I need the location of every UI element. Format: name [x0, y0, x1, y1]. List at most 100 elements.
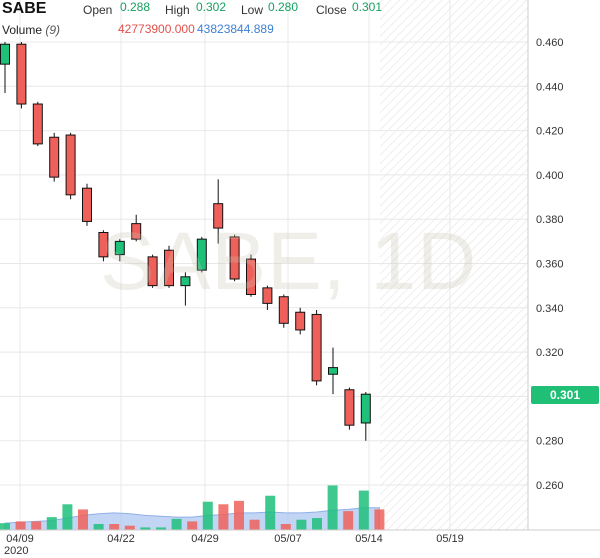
- volume-bar: [374, 509, 385, 530]
- candle: [246, 254, 256, 297]
- candle: [16, 42, 27, 109]
- candle-body: [295, 311, 306, 331]
- high-label: High: [165, 3, 190, 17]
- candle: [295, 307, 306, 335]
- candle: [328, 347, 338, 395]
- price-tick-label: 0.260: [536, 480, 564, 492]
- volume-label: Volume: [2, 23, 43, 37]
- candle-body: [196, 238, 207, 271]
- last-price-tag: 0.301: [531, 386, 599, 404]
- price-tick-label: 0.420: [536, 126, 564, 138]
- volume-bar: [327, 485, 338, 530]
- volume-bar: [296, 519, 307, 530]
- price-tick-label: 0.400: [536, 170, 564, 182]
- candle: [49, 132, 60, 182]
- time-tick-label: 04/09: [6, 533, 34, 545]
- price-tick-label: 0.280: [536, 436, 564, 448]
- price-tick-label: 0.380: [536, 214, 564, 226]
- candle: [98, 230, 109, 262]
- candle-body: [147, 256, 158, 287]
- candle: [344, 387, 355, 430]
- volume-legend: Volume (9): [2, 23, 60, 37]
- candle-body: [49, 136, 60, 178]
- candle-body: [114, 240, 125, 256]
- time-tick-label: 04/29: [191, 533, 219, 545]
- time-tick-label: 04/22: [107, 533, 135, 545]
- candle-body: [0, 43, 10, 65]
- volume-bar: [265, 495, 276, 530]
- candle: [196, 236, 207, 273]
- time-tick-label: 05/14: [355, 533, 383, 545]
- volume-bar: [78, 509, 88, 530]
- volume-bar: [171, 518, 182, 530]
- close-value: 0.301: [352, 0, 383, 14]
- candle: [278, 294, 289, 328]
- candle: [147, 254, 158, 288]
- candle: [164, 245, 174, 288]
- volume-bar: [0, 523, 10, 530]
- candle-body: [16, 43, 27, 105]
- candle-body: [65, 134, 76, 196]
- volume-bar: [234, 500, 244, 530]
- volume-bar: [31, 521, 42, 530]
- price-tick-label: 0.460: [536, 37, 564, 49]
- candle-body: [344, 389, 355, 426]
- volume-bar: [280, 524, 291, 530]
- candle: [82, 183, 92, 226]
- time-year-label: 2020: [4, 545, 28, 557]
- price-tick-label: 0.320: [536, 347, 564, 359]
- candle-body: [82, 187, 92, 222]
- candle-body: [278, 296, 289, 324]
- price-axis: 0.460 0.440 0.420 0.400 0.380 0.360 0.340 0.320…: [527, 0, 564, 530]
- symbol-title: SABE: [2, 0, 47, 17]
- low-value: 0.280: [268, 0, 299, 14]
- candle: [131, 214, 142, 242]
- volume-period: (9): [45, 23, 61, 37]
- time-tick-label: 05/19: [436, 533, 464, 545]
- candles: [0, 42, 371, 441]
- candle: [65, 132, 76, 200]
- price-tick-label: 0.440: [536, 81, 564, 93]
- volume-bar: [343, 511, 354, 530]
- candle: [229, 234, 240, 282]
- candle-body: [131, 223, 142, 240]
- volume-bar: [218, 504, 229, 530]
- candle: [114, 239, 125, 262]
- price-tick-label: 0.360: [536, 259, 564, 271]
- volume-bar: [312, 518, 322, 530]
- time-axis: 04/09 04/22 04/29 05/07 05/14 05/19 2020: [0, 529, 600, 557]
- candle-body: [229, 236, 240, 280]
- candle-body: [213, 203, 224, 229]
- candle: [360, 391, 371, 441]
- candle-body: [164, 249, 174, 287]
- volume-bar: [187, 521, 198, 530]
- open-label: Open: [83, 3, 113, 17]
- low-label: Low: [241, 3, 264, 17]
- candle: [32, 101, 43, 147]
- chart-watermark: SABE, 1D: [100, 216, 478, 307]
- volume-bar: [93, 524, 104, 530]
- candle: [311, 310, 322, 386]
- candle: [213, 179, 224, 244]
- candle-body: [98, 231, 109, 258]
- close-label: Close: [316, 3, 347, 17]
- volume-bar: [358, 490, 369, 530]
- volume-bar: [140, 527, 151, 530]
- candle-body: [360, 393, 371, 424]
- volume-pane: [0, 485, 385, 531]
- time-tick-label: 05/07: [274, 533, 302, 545]
- volume-bar: [109, 524, 120, 530]
- volume-bar: [46, 517, 57, 530]
- candle-body: [328, 367, 338, 375]
- candle-body: [180, 276, 191, 287]
- future-area: [380, 0, 528, 530]
- candle-body: [246, 258, 256, 296]
- candle: [180, 272, 191, 306]
- candle-body: [32, 103, 43, 145]
- volume-bar: [249, 519, 260, 530]
- volume-bar: [62, 504, 73, 530]
- price-tick-label: 0.340: [536, 303, 564, 315]
- volume-ma-value: 43823844.889: [197, 22, 274, 36]
- candle: [262, 285, 273, 311]
